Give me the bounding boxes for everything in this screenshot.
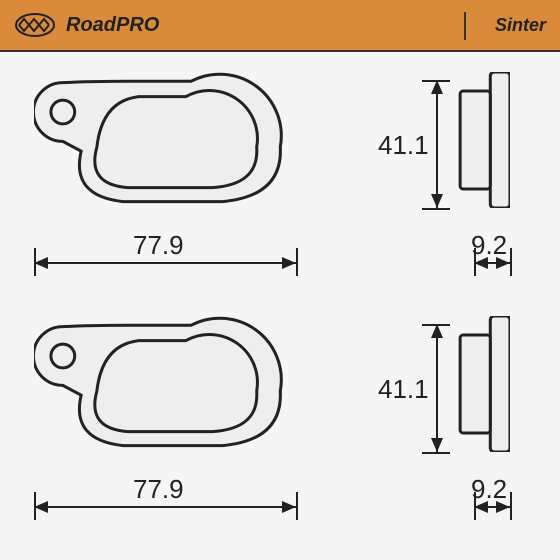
header-slogan: Sinter bbox=[495, 15, 546, 36]
dim-mark bbox=[282, 257, 296, 269]
dim-mark bbox=[431, 324, 443, 338]
header-divider bbox=[464, 12, 466, 40]
dim-width-0: 77.9 bbox=[133, 230, 184, 261]
brake-pad-face-1 bbox=[34, 314, 296, 454]
dim-mark bbox=[422, 208, 450, 210]
dim-mark bbox=[510, 492, 512, 520]
brand-suffix: PRO bbox=[116, 14, 159, 36]
dim-height-0: 41.1 bbox=[378, 130, 429, 161]
brake-pad-face-0 bbox=[34, 70, 296, 210]
dim-mark bbox=[282, 501, 296, 513]
dim-mark bbox=[34, 501, 48, 513]
dim-width-1: 77.9 bbox=[133, 474, 184, 505]
dim-mark bbox=[436, 324, 438, 452]
dim-mark bbox=[422, 452, 450, 454]
dim-mark bbox=[431, 194, 443, 208]
brand-name: RoadPRO bbox=[66, 14, 159, 37]
diagram-area: 77.9 41.1 9.2 77.9 41.1 9.2 bbox=[0, 52, 560, 560]
brand-prefix: Road bbox=[66, 14, 116, 36]
dim-mark bbox=[510, 248, 512, 276]
dim-mark bbox=[296, 248, 298, 276]
dim-mark bbox=[431, 80, 443, 94]
brake-pad-side-0 bbox=[452, 72, 510, 208]
dim-mark bbox=[431, 438, 443, 452]
dim-mark bbox=[436, 80, 438, 208]
dim-mark bbox=[34, 257, 48, 269]
dim-thickness-0: 9.2 bbox=[471, 230, 507, 261]
dim-mark bbox=[34, 262, 296, 264]
brand-logo-icon bbox=[14, 12, 56, 38]
dim-mark bbox=[34, 506, 296, 508]
dim-height-1: 41.1 bbox=[378, 374, 429, 405]
dim-mark bbox=[296, 492, 298, 520]
dim-thickness-1: 9.2 bbox=[471, 474, 507, 505]
header-bar: RoadPRO Sinter bbox=[0, 0, 560, 52]
brake-pad-side-1 bbox=[452, 316, 510, 452]
